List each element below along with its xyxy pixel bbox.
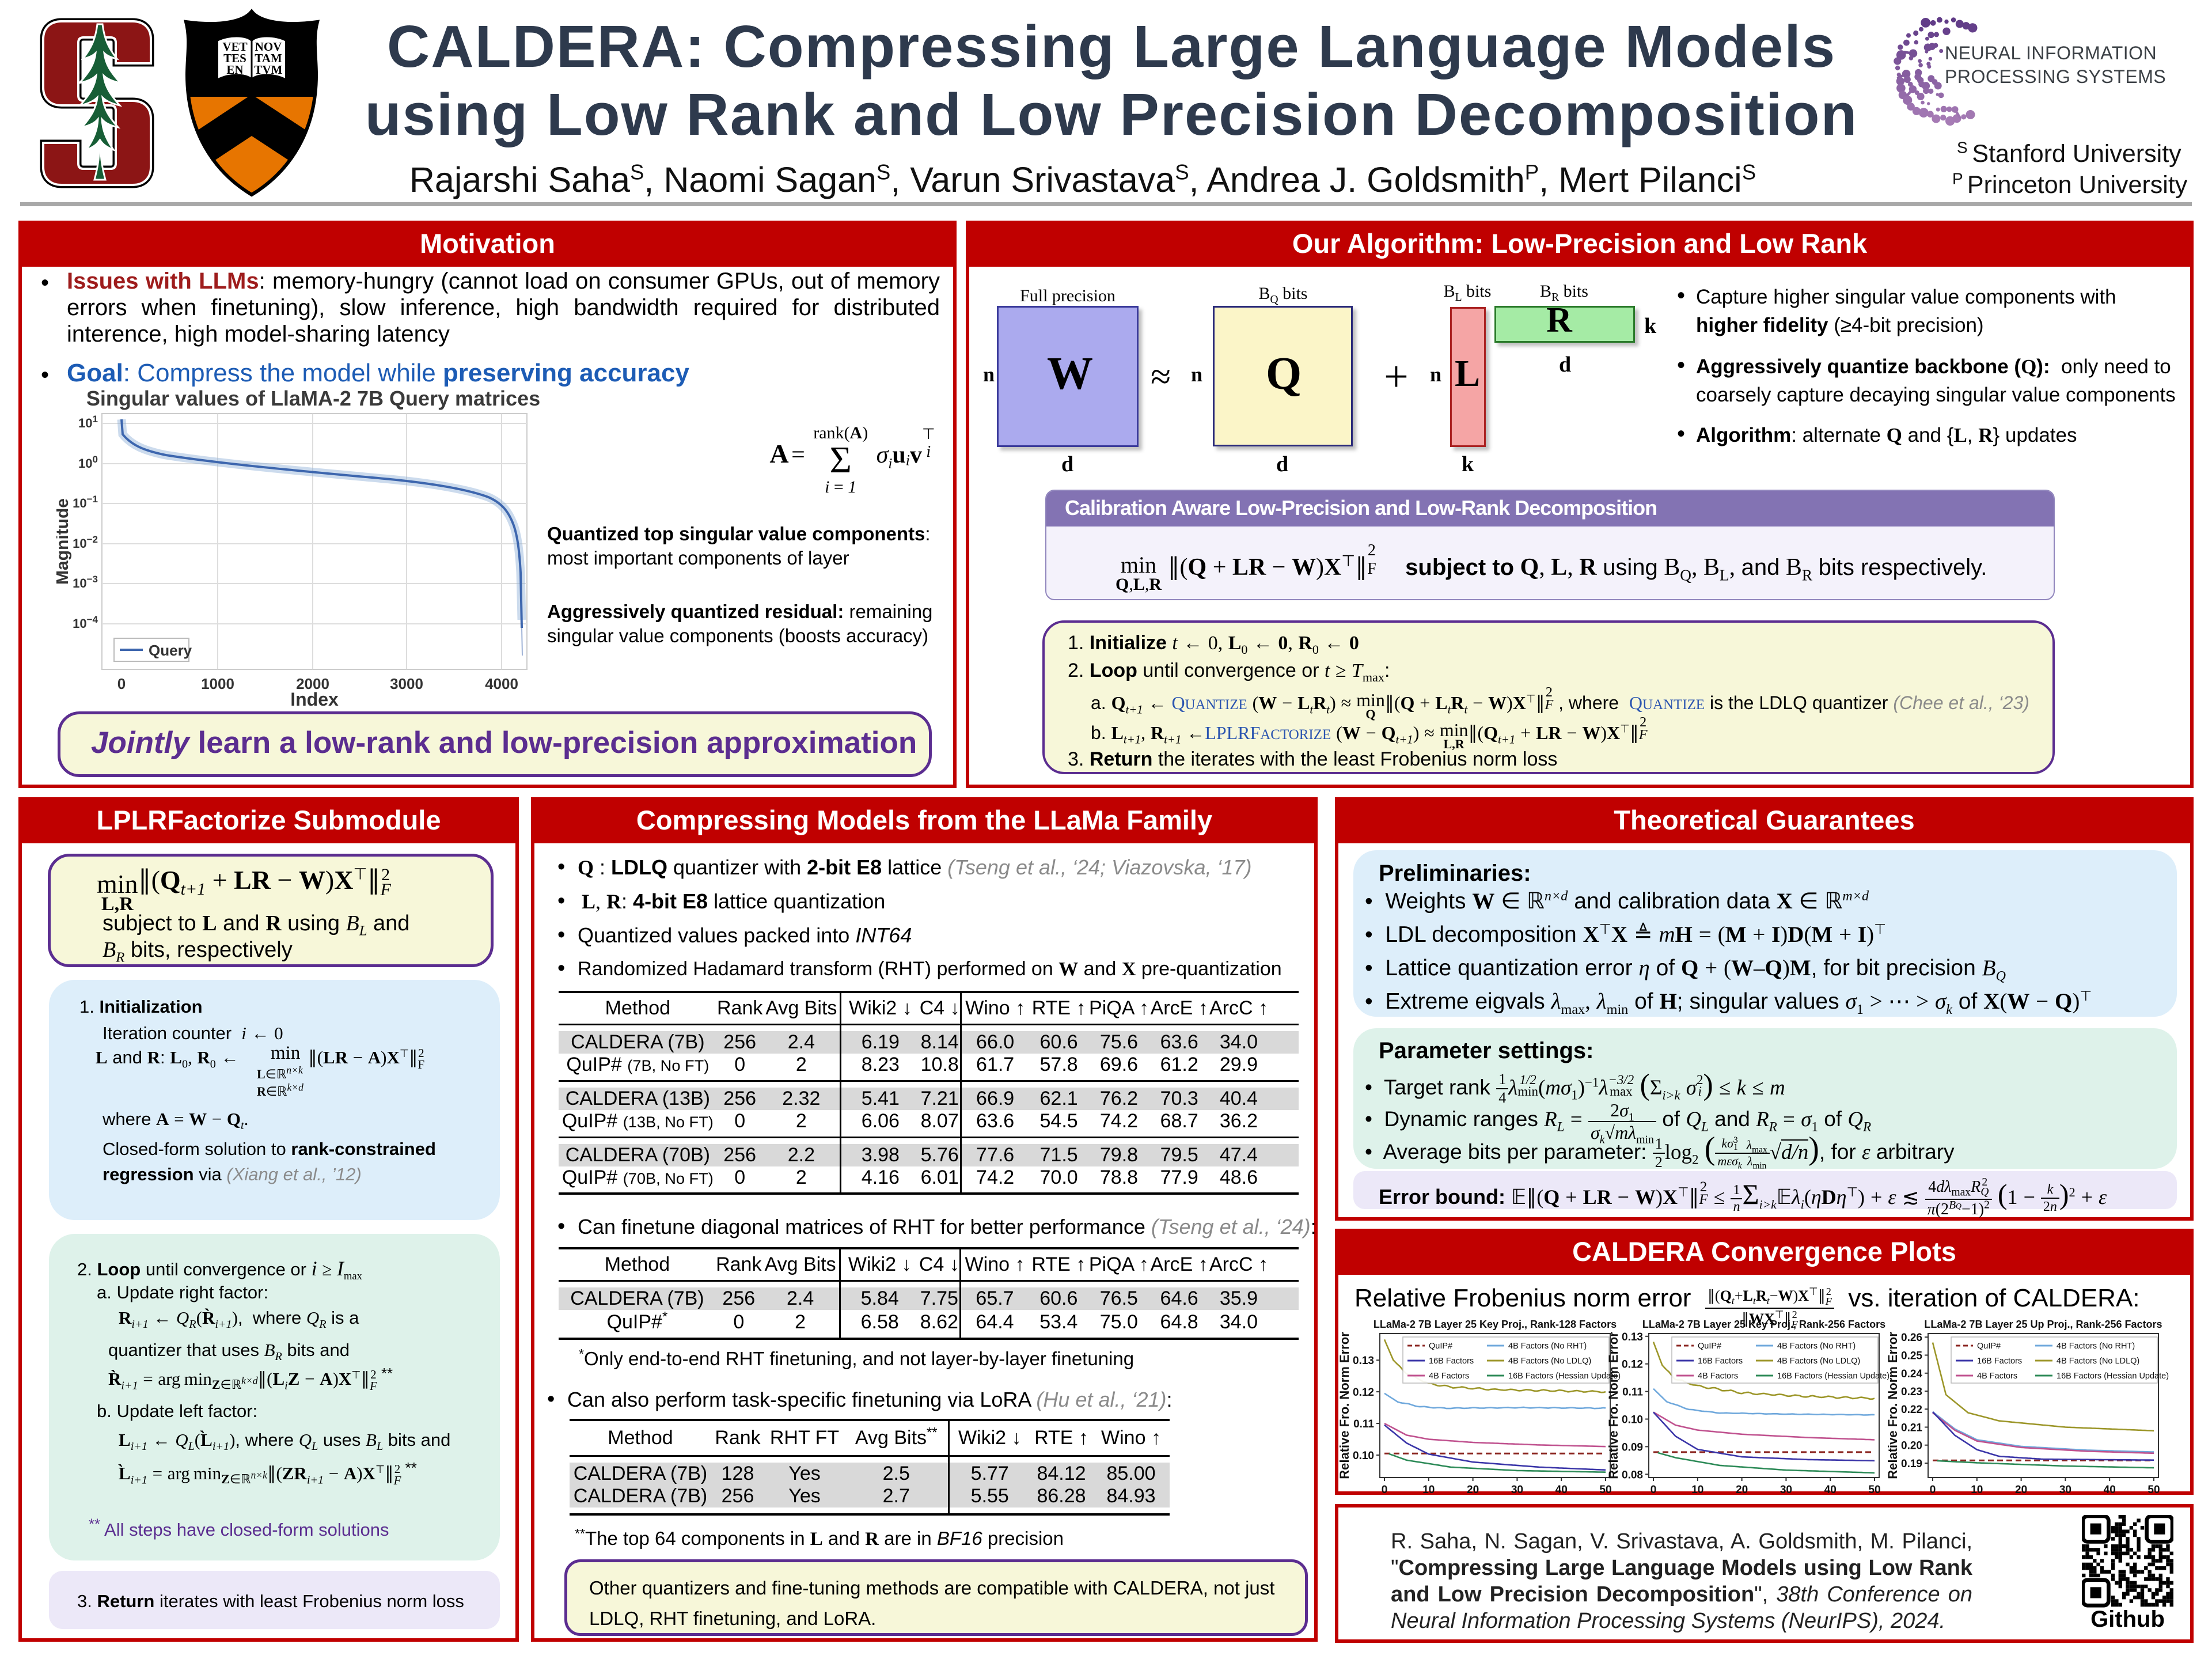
svg-text:0.08: 0.08 xyxy=(1622,1469,1643,1481)
svg-text:Magnitude: Magnitude xyxy=(56,498,72,585)
svg-text:4B Factors (No RHT): 4B Factors (No RHT) xyxy=(1508,1342,1587,1351)
svg-text:4B Factors (No LDLQ): 4B Factors (No LDLQ) xyxy=(1777,1357,1860,1366)
svg-text:0.22: 0.22 xyxy=(1901,1404,1922,1416)
svg-text:0: 0 xyxy=(1651,1484,1657,1496)
svg-text:Relative Fro. Norm Error: Relative Fro. Norm Error xyxy=(1888,1332,1900,1479)
svg-text:TVM: TVM xyxy=(255,63,283,77)
svg-text:0.25: 0.25 xyxy=(1901,1350,1922,1362)
svg-text:50: 50 xyxy=(2148,1484,2160,1496)
svg-text:101: 101 xyxy=(78,414,98,430)
svg-text:4B Factors: 4B Factors xyxy=(1698,1372,1738,1381)
svg-text:20: 20 xyxy=(1467,1484,1479,1496)
svg-text:4B Factors (No RHT): 4B Factors (No RHT) xyxy=(2057,1342,2135,1351)
svg-text:1000: 1000 xyxy=(201,675,234,692)
svg-text:16B Factors: 16B Factors xyxy=(1977,1357,2022,1366)
svg-text:40: 40 xyxy=(1555,1484,1568,1496)
svg-text:0: 0 xyxy=(1382,1484,1388,1496)
svg-text:Iteration: Iteration xyxy=(1739,1496,1789,1497)
svg-text:Index: Index xyxy=(290,689,339,710)
svg-text:0.24: 0.24 xyxy=(1901,1368,1922,1380)
svg-text:0.13: 0.13 xyxy=(1622,1331,1643,1343)
svg-text:Query: Query xyxy=(149,642,192,659)
svg-text:20: 20 xyxy=(2015,1484,2027,1496)
svg-text:10−1: 10−1 xyxy=(73,494,98,510)
svg-text:0.11: 0.11 xyxy=(1353,1418,1374,1430)
svg-text:100: 100 xyxy=(78,454,98,471)
svg-text:0.21: 0.21 xyxy=(1901,1422,1922,1434)
svg-text:Relative Fro. Norm Error: Relative Fro. Norm Error xyxy=(1608,1332,1621,1479)
svg-text:0.20: 0.20 xyxy=(1901,1440,1922,1452)
svg-text:0.13: 0.13 xyxy=(1353,1355,1374,1367)
svg-text:20: 20 xyxy=(1736,1484,1748,1496)
svg-text:0.12: 0.12 xyxy=(1353,1387,1374,1399)
svg-text:0.26: 0.26 xyxy=(1901,1332,1922,1344)
svg-text:Singular values of LlaMA-2 7B: Singular values of LlaMA-2 7B Query matr… xyxy=(86,389,540,410)
svg-text:0.10: 0.10 xyxy=(1353,1450,1374,1462)
svg-text:0.11: 0.11 xyxy=(1622,1387,1643,1399)
svg-text:EN: EN xyxy=(226,63,243,77)
svg-text:10−3: 10−3 xyxy=(73,574,98,590)
svg-text:4000: 4000 xyxy=(485,675,518,692)
svg-text:2000: 2000 xyxy=(296,675,329,692)
svg-text:50: 50 xyxy=(1868,1484,1880,1496)
svg-text:LLaMa-2 7B Layer 25 Up Proj.,: LLaMa-2 7B Layer 25 Up Proj., Rank-256 F… xyxy=(1924,1319,2162,1330)
svg-text:QuIP#: QuIP# xyxy=(1977,1342,2001,1351)
svg-text:4B Factors: 4B Factors xyxy=(1429,1372,1469,1381)
svg-text:4B Factors: 4B Factors xyxy=(1977,1372,2017,1381)
svg-text:TES: TES xyxy=(223,51,246,65)
svg-text:10: 10 xyxy=(1422,1484,1435,1496)
svg-text:40: 40 xyxy=(2104,1484,2116,1496)
svg-text:4B Factors (No LDLQ): 4B Factors (No LDLQ) xyxy=(2057,1357,2139,1366)
svg-text:TAM: TAM xyxy=(255,51,282,65)
svg-text:0.19: 0.19 xyxy=(1901,1458,1922,1470)
svg-text:16B Factors: 16B Factors xyxy=(1698,1357,1743,1366)
svg-text:40: 40 xyxy=(1824,1484,1837,1496)
svg-text:QuIP#: QuIP# xyxy=(1698,1342,1721,1351)
svg-text:10: 10 xyxy=(1971,1484,1983,1496)
svg-text:16B Factors (Hessian Update): 16B Factors (Hessian Update) xyxy=(1777,1372,1890,1381)
svg-text:30: 30 xyxy=(1780,1484,1792,1496)
svg-text:16B Factors (Hessian Update): 16B Factors (Hessian Update) xyxy=(1508,1372,1621,1381)
svg-text:QuIP#: QuIP# xyxy=(1429,1342,1452,1351)
svg-text:50: 50 xyxy=(1599,1484,1611,1496)
svg-text:0: 0 xyxy=(1930,1484,1936,1496)
svg-text:Relative Fro. Norm Error: Relative Fro. Norm Error xyxy=(1340,1332,1352,1479)
svg-text:LLaMa-2 7B Layer 25 Key Proj.,: LLaMa-2 7B Layer 25 Key Proj., Rank-256 … xyxy=(1642,1319,1885,1330)
svg-text:0.10: 0.10 xyxy=(1622,1414,1643,1426)
svg-text:16B Factors: 16B Factors xyxy=(1429,1357,1474,1366)
svg-text:VET: VET xyxy=(222,40,247,54)
svg-text:3000: 3000 xyxy=(390,675,423,692)
svg-text:30: 30 xyxy=(2059,1484,2071,1496)
svg-text:10−2: 10−2 xyxy=(73,534,98,551)
svg-text:0: 0 xyxy=(117,675,126,692)
svg-text:0.09: 0.09 xyxy=(1622,1441,1643,1453)
svg-text:NOV: NOV xyxy=(255,40,282,54)
svg-text:4B Factors (No RHT): 4B Factors (No RHT) xyxy=(1777,1342,1856,1351)
svg-text:0.23: 0.23 xyxy=(1901,1386,1922,1398)
svg-text:4B Factors (No LDLQ): 4B Factors (No LDLQ) xyxy=(1508,1357,1591,1366)
svg-text:LLaMa-2 7B Layer 25 Key Proj.,: LLaMa-2 7B Layer 25 Key Proj., Rank-128 … xyxy=(1374,1319,1617,1330)
svg-text:10−4: 10−4 xyxy=(73,614,98,631)
svg-text:30: 30 xyxy=(1511,1484,1523,1496)
svg-text:16B Factors (Hessian Update): 16B Factors (Hessian Update) xyxy=(2057,1372,2169,1381)
svg-text:Iteration: Iteration xyxy=(1470,1496,1520,1497)
svg-text:Iteration: Iteration xyxy=(2019,1496,2069,1497)
svg-text:10: 10 xyxy=(1691,1484,1703,1496)
svg-text:0.12: 0.12 xyxy=(1622,1359,1643,1371)
